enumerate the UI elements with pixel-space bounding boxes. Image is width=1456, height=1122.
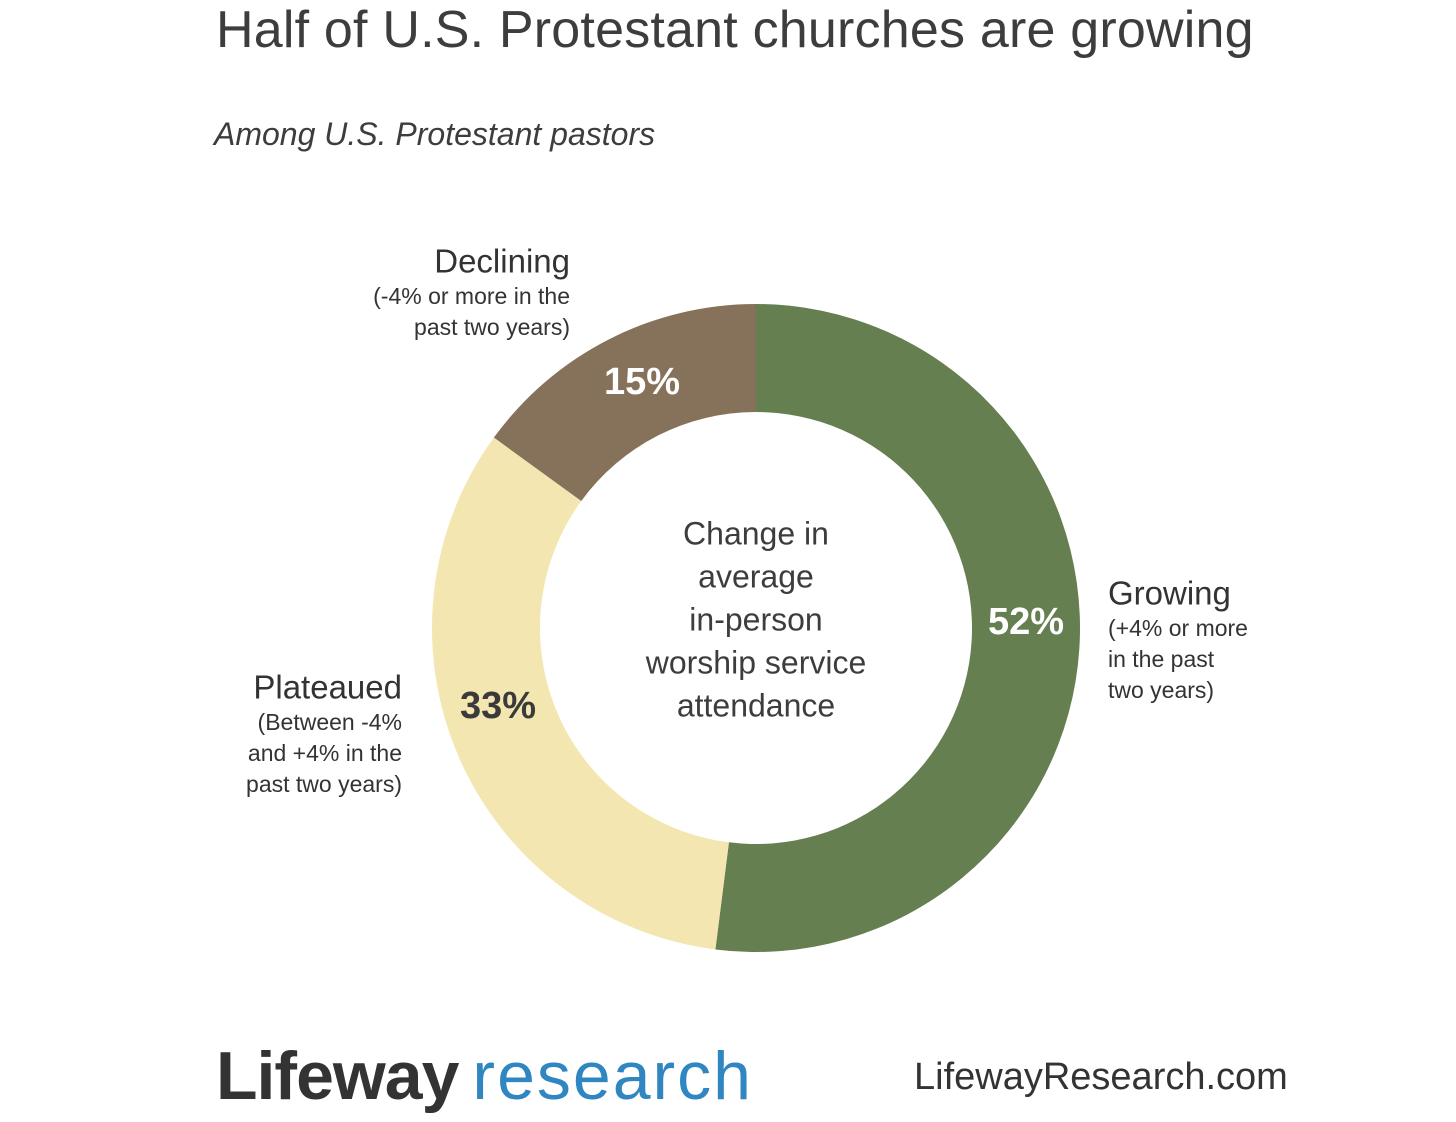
value-label-plateaued: 33% bbox=[460, 685, 536, 727]
category-desc-growing-line-2: in the past bbox=[1108, 646, 1215, 672]
logo-word-research: research bbox=[472, 1038, 753, 1114]
center-label-line-3: in-person bbox=[689, 601, 822, 637]
category-label-declining: Declining bbox=[434, 243, 570, 280]
slice-plateaued bbox=[431, 437, 729, 950]
slice-declining bbox=[493, 304, 756, 502]
center-label-line-1: Change in bbox=[683, 515, 829, 551]
category-desc-plateaued-line-2: and +4% in the bbox=[248, 740, 402, 766]
category-label-growing: Growing bbox=[1108, 575, 1231, 612]
chart-title: Half of U.S. Protestant churches are gro… bbox=[216, 1, 1254, 59]
value-label-declining: 15% bbox=[604, 361, 680, 403]
center-label-line-2: average bbox=[698, 558, 814, 594]
website-url: LifewayResearch.com bbox=[914, 1056, 1288, 1098]
category-desc-plateaued-line-1: (Between -4% bbox=[258, 709, 402, 735]
center-label-line-5: attendance bbox=[677, 687, 835, 723]
category-desc-plateaued-line-3: past two years) bbox=[246, 771, 402, 797]
logo-word-lifeway: Lifeway bbox=[216, 1038, 459, 1114]
category-desc-growing-line-3: two years) bbox=[1108, 677, 1214, 703]
chart-subtitle: Among U.S. Protestant pastors bbox=[214, 116, 656, 152]
slice-growing bbox=[715, 304, 1080, 953]
category-desc-declining-line-2: past two years) bbox=[414, 314, 570, 340]
value-label-growing: 52% bbox=[988, 601, 1064, 643]
center-label-line-4: worship service bbox=[645, 644, 867, 680]
category-desc-declining-line-1: (-4% or more in the bbox=[373, 283, 570, 309]
category-desc-growing-line-1: (+4% or more bbox=[1108, 615, 1248, 641]
category-label-plateaued: Plateaued bbox=[253, 669, 402, 706]
lifeway-research-logo: Lifeway research bbox=[216, 1034, 753, 1118]
